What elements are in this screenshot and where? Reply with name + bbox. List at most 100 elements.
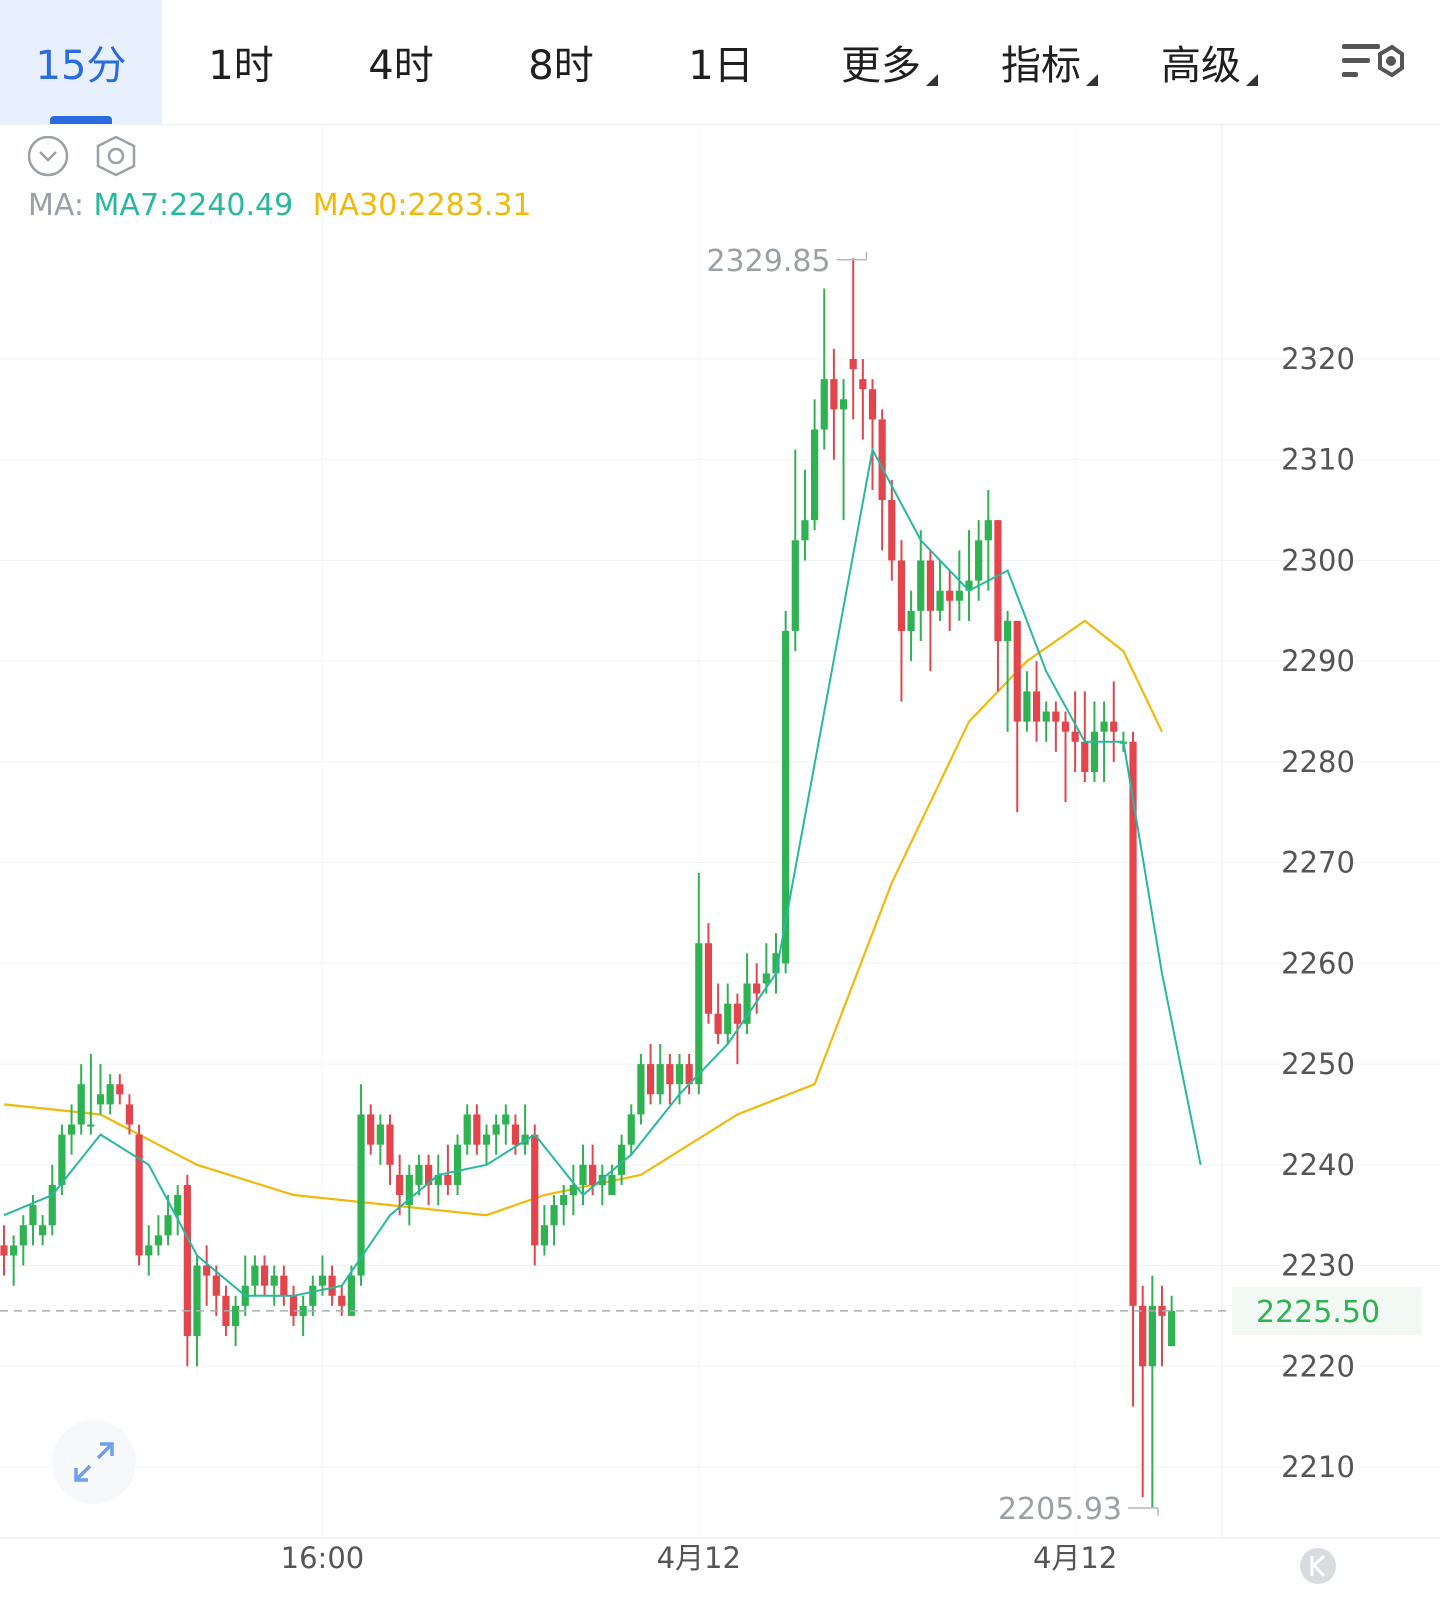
candle[interactable] (917, 530, 925, 642)
candle[interactable] (77, 1064, 85, 1135)
candle[interactable] (569, 1164, 577, 1216)
expand-icon[interactable] (52, 1420, 136, 1504)
candle[interactable] (946, 570, 954, 631)
candle[interactable] (154, 1215, 162, 1256)
candle[interactable] (309, 1275, 317, 1316)
chevron-down-circle-icon[interactable] (27, 135, 69, 177)
candle[interactable] (762, 943, 770, 994)
candle[interactable] (270, 1265, 278, 1306)
candle[interactable] (463, 1104, 471, 1155)
candle[interactable] (830, 348, 838, 460)
candle[interactable] (10, 1235, 18, 1286)
candle[interactable] (1013, 620, 1021, 813)
candle[interactable] (116, 1074, 124, 1105)
candle[interactable] (174, 1184, 182, 1236)
candle[interactable] (434, 1154, 442, 1206)
candle[interactable] (386, 1114, 394, 1185)
candle[interactable] (637, 1054, 645, 1125)
candle[interactable] (1129, 731, 1137, 1407)
candle[interactable] (811, 399, 819, 531)
candle[interactable] (280, 1265, 288, 1306)
tab-1[interactable]: 15分 (0, 0, 162, 124)
candle[interactable] (627, 1104, 635, 1155)
candle[interactable] (1032, 661, 1041, 742)
candle[interactable] (19, 1215, 27, 1266)
tab-8[interactable]: 高级 (1120, 0, 1282, 124)
chart-settings-icon[interactable] (1340, 40, 1404, 90)
candle[interactable] (347, 1265, 355, 1316)
candle[interactable] (878, 409, 886, 551)
tab-7[interactable]: 指标 (960, 0, 1122, 124)
candle[interactable] (125, 1094, 134, 1135)
candle[interactable] (685, 1054, 693, 1095)
candle[interactable] (96, 1064, 105, 1115)
candle[interactable] (376, 1114, 384, 1165)
candle[interactable] (646, 1043, 655, 1105)
candle[interactable] (357, 1084, 365, 1286)
candle[interactable] (444, 1144, 452, 1196)
candle[interactable] (1004, 610, 1012, 732)
candle[interactable] (859, 359, 867, 440)
candle[interactable] (0, 1225, 8, 1276)
candle[interactable] (1110, 681, 1118, 762)
tab-5[interactable]: 1日 (640, 0, 802, 124)
candle[interactable] (405, 1164, 413, 1226)
candle[interactable] (1042, 701, 1050, 742)
candle[interactable] (1071, 691, 1079, 772)
candle[interactable] (473, 1104, 481, 1155)
candle[interactable] (48, 1164, 56, 1236)
hexagon-settings-icon[interactable] (96, 135, 136, 177)
candle[interactable] (675, 1054, 684, 1105)
candle[interactable] (87, 1054, 95, 1135)
candle[interactable] (521, 1104, 529, 1155)
candle[interactable] (453, 1134, 462, 1196)
candle[interactable] (743, 953, 751, 1034)
candle[interactable] (598, 1164, 606, 1206)
candle[interactable] (868, 379, 877, 490)
candle[interactable] (926, 550, 934, 672)
candle[interactable] (1052, 701, 1060, 752)
candle[interactable] (897, 540, 906, 702)
candle[interactable] (135, 1124, 143, 1266)
candle[interactable] (106, 1074, 114, 1115)
candle[interactable] (753, 963, 761, 1014)
candle[interactable] (367, 1104, 375, 1155)
tab-2[interactable]: 1时 (160, 0, 322, 124)
candle[interactable] (203, 1245, 211, 1306)
candle[interactable] (984, 489, 992, 591)
candle[interactable] (183, 1174, 191, 1367)
candle[interactable] (772, 933, 780, 994)
candle[interactable] (425, 1154, 433, 1206)
candle[interactable] (1148, 1275, 1156, 1508)
candle[interactable] (782, 610, 790, 974)
candle[interactable] (212, 1265, 220, 1316)
candle[interactable] (704, 923, 713, 1024)
candlestick-chart[interactable]: 2320 2310 2300 2290 2280 2270 2260 2250 2240 2230… (0, 125, 1440, 1597)
candle[interactable] (1158, 1285, 1166, 1367)
candle[interactable] (695, 872, 703, 1095)
candle[interactable] (492, 1114, 500, 1155)
candle[interactable] (656, 1043, 664, 1105)
tab-6[interactable]: 更多 (800, 0, 962, 124)
candle[interactable] (1139, 1285, 1147, 1498)
candle[interactable] (67, 1104, 76, 1155)
candle[interactable] (540, 1205, 548, 1256)
candle[interactable] (396, 1154, 404, 1216)
candle[interactable] (801, 469, 809, 561)
candle[interactable] (241, 1255, 249, 1316)
candle[interactable] (299, 1295, 307, 1337)
candle[interactable] (724, 983, 732, 1044)
candle[interactable] (714, 983, 722, 1044)
candle[interactable] (511, 1114, 520, 1155)
candle[interactable] (328, 1265, 336, 1306)
candle[interactable] (975, 520, 983, 601)
tab-3[interactable]: 4时 (320, 0, 482, 124)
candle[interactable] (1168, 1295, 1176, 1347)
candle[interactable] (550, 1195, 558, 1246)
candle[interactable] (965, 530, 973, 621)
candle[interactable] (955, 550, 963, 621)
candle[interactable] (1081, 691, 1089, 783)
candle[interactable] (502, 1104, 510, 1145)
candle[interactable] (415, 1154, 423, 1196)
candle[interactable] (1023, 671, 1031, 732)
